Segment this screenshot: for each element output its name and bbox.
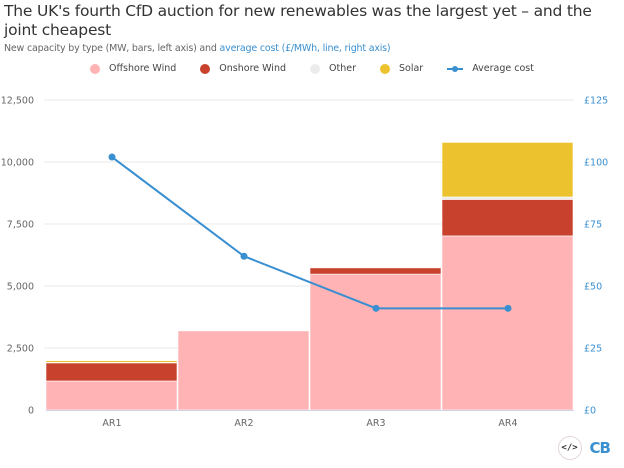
right-tick-label: £100: [584, 158, 608, 169]
average-cost-point-ar4: [504, 304, 512, 312]
legend-swatch-other: [310, 63, 320, 74]
x-tick-label: AR3: [366, 418, 385, 429]
embed-code-icon[interactable]: </>: [557, 436, 582, 460]
legend-item-other[interactable]: Other: [310, 63, 356, 74]
bar-offshore-wind-ar3: [309, 273, 442, 411]
average-cost-line: [108, 153, 512, 312]
legend-swatch-line: [447, 64, 464, 74]
average-cost-point-ar1: [108, 153, 116, 161]
left-tick-label: 0: [28, 406, 34, 417]
left-tick-label: 2,500: [7, 344, 34, 355]
chart-subtitle: New capacity by type (MW, bars, left axi…: [4, 43, 391, 54]
chart-title: The UK's fourth CfD auction for new rene…: [4, 2, 592, 39]
x-tick-label: AR2: [234, 418, 253, 429]
left-tick-label: 10,000: [1, 158, 34, 169]
x-tick-label: AR1: [102, 418, 121, 429]
footer: </> CB: [557, 436, 611, 460]
bar-solar-ar4: [441, 142, 574, 198]
bar-onshore-wind-ar4: [441, 199, 574, 237]
legend: Offshore Wind Onshore Wind Other Solar A…: [0, 63, 624, 74]
right-tick-label: £50: [584, 282, 602, 293]
legend-item-average-cost[interactable]: Average cost: [447, 63, 534, 74]
bar-solar-ar1: [45, 360, 178, 363]
legend-label: Solar: [398, 63, 424, 74]
right-tick-label: £0: [584, 406, 596, 417]
left-tick-label: 12,500: [1, 96, 34, 107]
left-tick-label: 5,000: [7, 282, 34, 293]
left-tick-label: 7,500: [7, 220, 34, 231]
axes: 0 2,500 5,000 7,500 10,000 12,500 £0 £25 £50 £75 £…: [1, 96, 608, 430]
bars: [45, 142, 574, 411]
average-cost-line-path: [111, 156, 508, 310]
legend-label: Offshore Wind: [109, 63, 177, 74]
bar-offshore-wind-ar4: [441, 235, 574, 411]
right-tick-label: £125: [584, 96, 608, 107]
right-tick-label: £25: [584, 344, 602, 355]
bar-offshore-wind-ar1: [45, 380, 178, 411]
subtitle-highlight: average cost (£/MWh, line, right axis): [219, 43, 391, 54]
right-tick-label: £75: [584, 220, 602, 231]
legend-item-solar[interactable]: Solar: [379, 63, 424, 74]
legend-item-offshore-wind[interactable]: Offshore Wind: [90, 63, 176, 74]
average-cost-point-ar3: [372, 304, 380, 312]
legend-label: Onshore Wind: [219, 63, 286, 74]
subtitle-text: New capacity by type (MW, bars, left axi…: [4, 43, 220, 54]
legend-label: Average cost: [472, 63, 534, 74]
bar-other-ar4: [441, 196, 574, 200]
bar-offshore-wind-ar2: [177, 330, 310, 411]
legend-swatch-offshore: [90, 63, 101, 74]
x-tick-label: AR4: [498, 418, 517, 429]
legend-item-onshore-wind[interactable]: Onshore Wind: [200, 63, 286, 74]
average-cost-point-ar2: [240, 252, 248, 260]
legend-label: Other: [329, 63, 356, 74]
bar-onshore-wind-ar3: [309, 267, 442, 275]
carbon-brief-logo: CB: [589, 439, 611, 457]
legend-swatch-solar: [379, 63, 390, 74]
legend-swatch-onshore: [200, 63, 211, 74]
bar-onshore-wind-ar1: [45, 362, 178, 382]
